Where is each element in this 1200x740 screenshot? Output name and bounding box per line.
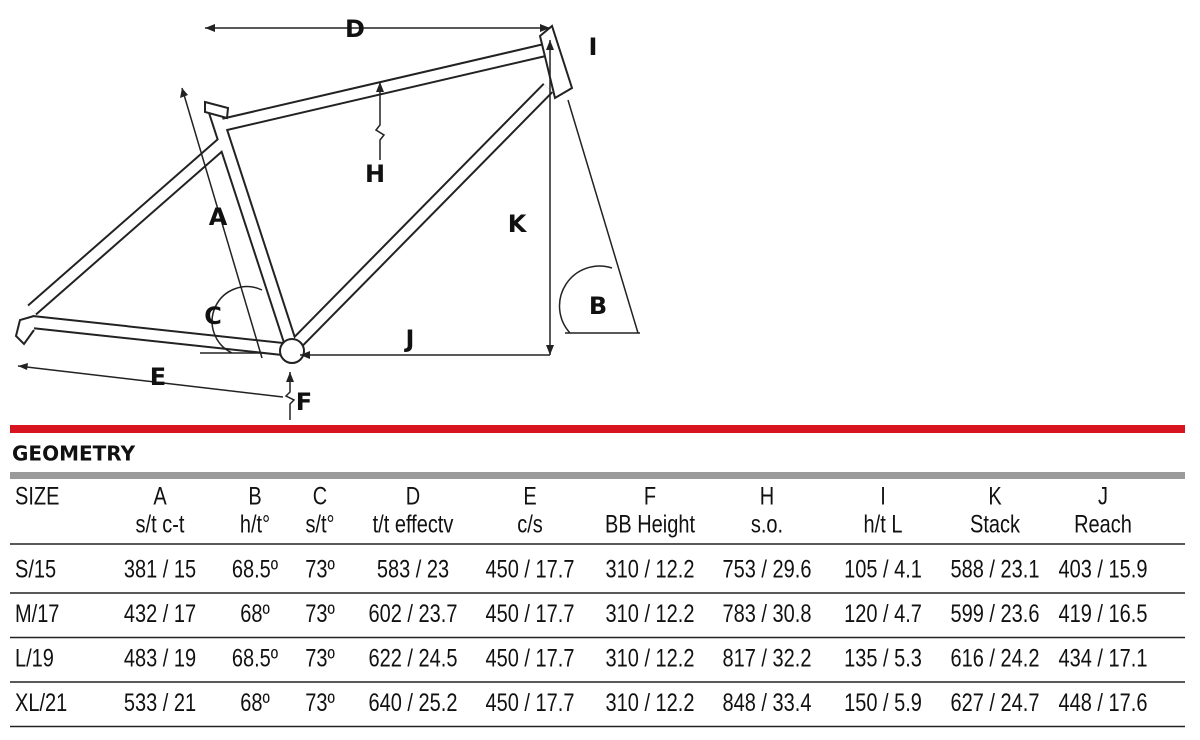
- dimension-label: H: [365, 160, 385, 188]
- dimension-label: D: [345, 15, 365, 43]
- table-cell: 848 / 33.4: [723, 689, 812, 717]
- table-cell: I: [880, 483, 886, 511]
- table-cell: 450 / 17.7: [486, 645, 575, 673]
- table-cell: H: [760, 483, 774, 511]
- frame-drawing: [14, 24, 640, 420]
- table-cell: h/t°: [240, 511, 270, 539]
- table-cell: 150 / 5.9: [844, 689, 922, 717]
- table-cell: L/19: [15, 645, 54, 673]
- table-cell: t/t effectv: [373, 511, 454, 539]
- table-cell: M/17: [15, 600, 59, 628]
- gray-bar: [10, 472, 1185, 479]
- table-cell: 448 / 17.6: [1059, 689, 1148, 717]
- table-cell: s/t c-t: [136, 511, 185, 539]
- table-cell: 310 / 12.2: [606, 556, 695, 584]
- red-bar: [10, 425, 1185, 433]
- table-cell: c/s: [517, 511, 543, 539]
- table-cell: 602 / 23.7: [369, 600, 458, 628]
- table-cell: 381 / 15: [124, 556, 196, 584]
- table-cell: K: [988, 483, 1001, 511]
- table-cell: 419 / 16.5: [1059, 600, 1148, 628]
- table-cell: SIZE: [15, 483, 59, 511]
- dimension-label: A: [209, 203, 228, 231]
- table-cell: F: [644, 483, 656, 511]
- table-cell: 73º: [305, 645, 335, 673]
- table-cell: 105 / 4.1: [844, 556, 922, 584]
- table-cell: 68º: [240, 689, 270, 717]
- table-cell: 622 / 24.5: [369, 645, 458, 673]
- table-cell: 599 / 23.6: [951, 600, 1040, 628]
- table-cell: 73º: [305, 600, 335, 628]
- table-cell: 310 / 12.2: [606, 600, 695, 628]
- table-cell: 533 / 21: [124, 689, 196, 717]
- table-cell: 583 / 23: [377, 556, 449, 584]
- dimension-label: B: [589, 292, 607, 320]
- dimension-label: E: [150, 363, 166, 391]
- table-cell: 73º: [305, 689, 335, 717]
- table-cell: 135 / 5.3: [844, 645, 922, 673]
- table-cell: h/t L: [864, 511, 903, 539]
- table-cell: 68.5º: [232, 556, 278, 584]
- table-cell: Stack: [970, 511, 1021, 539]
- table-cell: 73º: [305, 556, 335, 584]
- table-cell: 483 / 19: [124, 645, 196, 673]
- table-cell: s/t°: [305, 511, 334, 539]
- table-cell: 450 / 17.7: [486, 556, 575, 584]
- table-cell: 783 / 30.8: [723, 600, 812, 628]
- table-cell: 120 / 4.7: [844, 600, 922, 628]
- dimension-label: F: [296, 388, 312, 416]
- table-cell: 68º: [240, 600, 270, 628]
- table-cell: 640 / 25.2: [369, 689, 458, 717]
- table-title: GEOMETRY: [12, 442, 136, 466]
- table-cell: 432 / 17: [124, 600, 196, 628]
- table-cell: S/15: [15, 556, 56, 584]
- table-cell: C: [313, 483, 327, 511]
- table-cell: 310 / 12.2: [606, 645, 695, 673]
- table-cell: D: [406, 483, 420, 511]
- table-cell: 753 / 29.6: [723, 556, 812, 584]
- table-cell: 588 / 23.1: [951, 556, 1040, 584]
- dimension-label: I: [589, 33, 598, 61]
- table-cell: J: [1098, 483, 1108, 511]
- table-cell: B: [248, 483, 261, 511]
- table-cell: 68.5º: [232, 645, 278, 673]
- dimension-label: C: [204, 302, 222, 330]
- table-cell: 434 / 17.1: [1059, 645, 1148, 673]
- table-cell: Reach: [1074, 511, 1132, 539]
- table-cell: 817 / 32.2: [723, 645, 812, 673]
- table-cell: E: [523, 483, 536, 511]
- table-cell: 616 / 24.2: [951, 645, 1040, 673]
- table-cell: s.o.: [751, 511, 783, 539]
- table-cell: XL/21: [15, 689, 67, 717]
- table-cell: 627 / 24.7: [951, 689, 1040, 717]
- table-cell: 450 / 17.7: [486, 600, 575, 628]
- table-cell: 403 / 15.9: [1059, 556, 1148, 584]
- table-cell: 310 / 12.2: [606, 689, 695, 717]
- table-cell: BB Height: [605, 511, 696, 539]
- table-cell: 450 / 17.7: [486, 689, 575, 717]
- dimension-label: K: [508, 210, 528, 238]
- dimension-label: J: [404, 325, 415, 353]
- table-cell: A: [153, 483, 167, 511]
